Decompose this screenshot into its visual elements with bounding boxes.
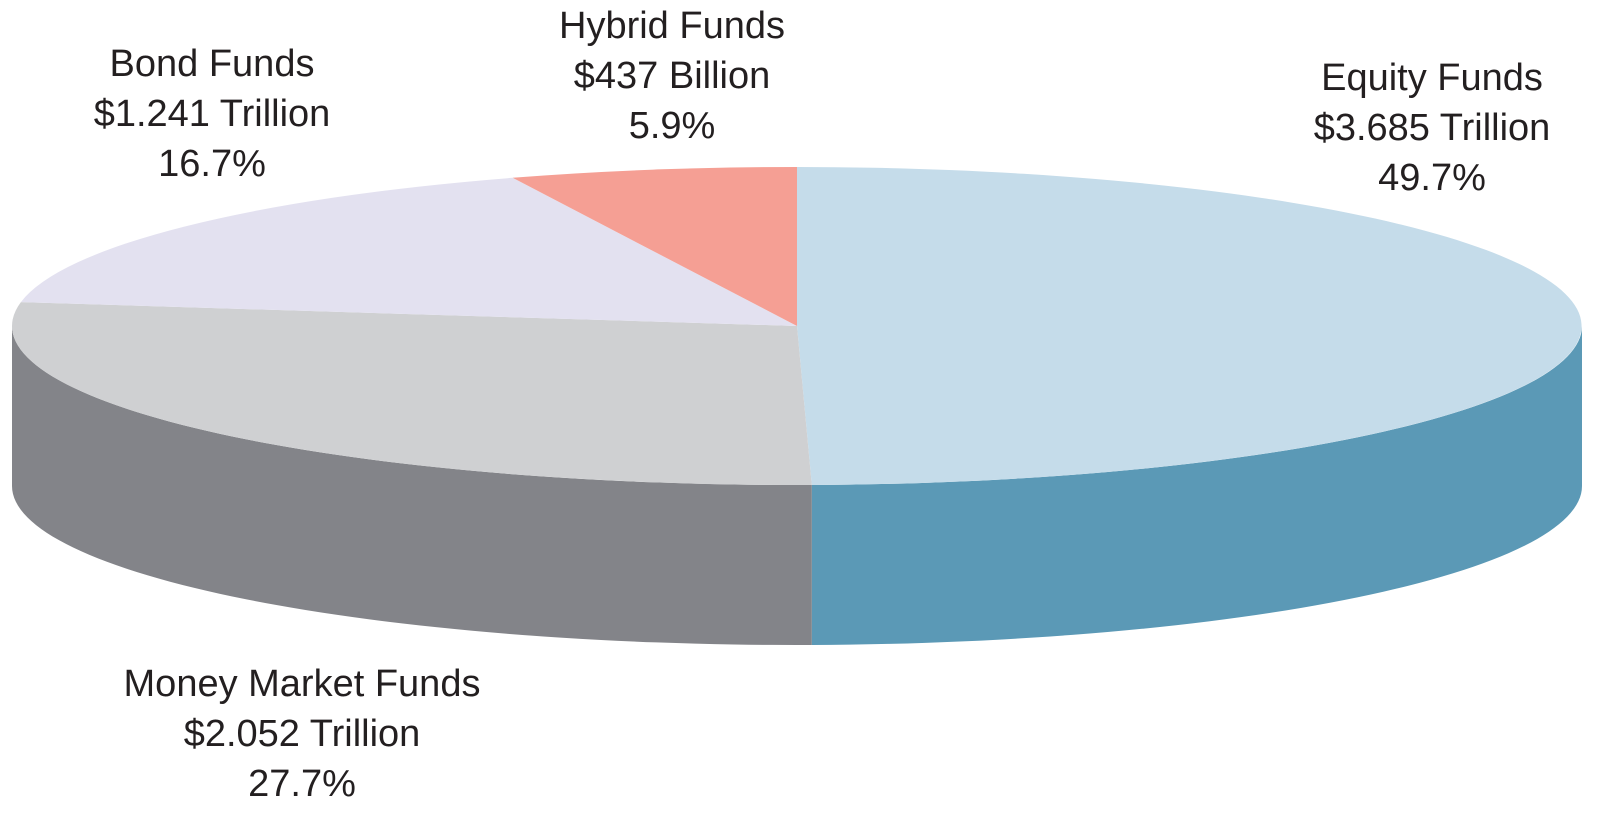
percent-label: 49.7% <box>1378 157 1486 199</box>
slice-side <box>811 326 1582 645</box>
amount-label: $437 Billion <box>574 55 770 97</box>
slice-label: Bond Funds <box>110 43 315 85</box>
slice-side <box>12 326 812 645</box>
slice <box>20 177 798 326</box>
amount-label: $2.052 Trillion <box>184 713 421 755</box>
percent-label: 5.9% <box>629 105 716 147</box>
percent-label: 16.7% <box>158 143 266 185</box>
slice <box>512 167 797 326</box>
amount-label: $1.241 Trillion <box>94 93 331 135</box>
slice-label: Hybrid Funds <box>559 5 785 47</box>
slice-label: Equity Funds <box>1321 57 1543 99</box>
slice-label: Money Market Funds <box>124 663 481 705</box>
percent-label: 27.7% <box>248 763 356 805</box>
amount-label: $3.685 Trillion <box>1314 107 1551 149</box>
slice <box>11 302 812 485</box>
slice <box>797 167 1582 485</box>
